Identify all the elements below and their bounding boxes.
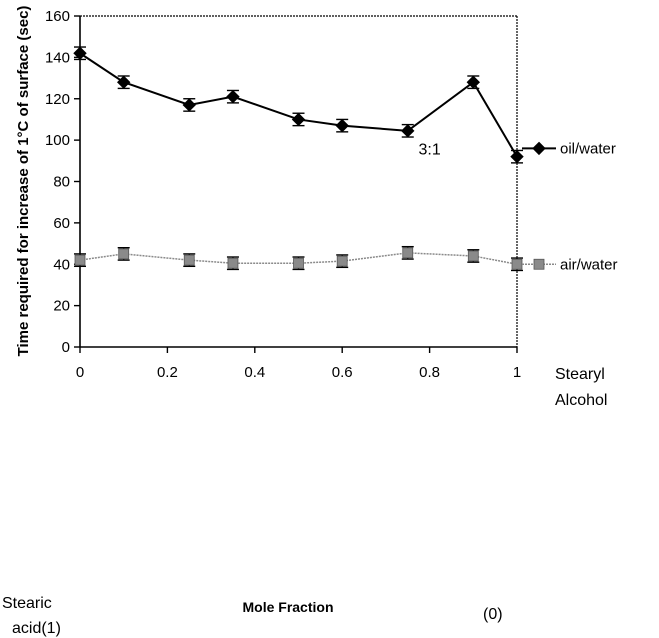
y-axis-label: Time required for increase of 1°C of sur…: [15, 6, 32, 357]
x-tick-label: 0.6: [332, 364, 353, 381]
legend-marker-oil-water: [532, 141, 546, 156]
x-tick-label: 0.8: [419, 364, 440, 381]
stearic-label-line1: Stearic: [2, 595, 52, 612]
oil-water-point: [182, 98, 196, 112]
oil-water-point: [116, 75, 131, 89]
air-water-point: [118, 248, 130, 260]
x-tick-label: 1: [513, 364, 521, 381]
air-water-point: [402, 247, 414, 259]
series-layer: [73, 46, 524, 272]
oil-water-series: [73, 46, 524, 164]
air-water-point: [183, 254, 195, 266]
oil-water-point: [466, 75, 481, 89]
y-tick-label: 0: [62, 339, 70, 356]
oil-water-point: [401, 124, 415, 138]
air-water-point: [227, 257, 239, 269]
legend-marker-air-water: [533, 258, 545, 270]
y-tick-label: 60: [53, 215, 70, 232]
air-water-series: [74, 245, 523, 272]
air-water-point: [336, 255, 348, 267]
legend: oil/water air/water: [522, 140, 618, 273]
zero-fraction-label: (0): [483, 606, 503, 623]
air-water-point: [511, 258, 523, 270]
y-axis-ticks: 0 20 40 60 80 100 120 140 160: [45, 8, 80, 356]
oil-water-point: [291, 112, 306, 127]
oil-water-line: [79, 52, 518, 158]
stearic-label-line2: acid(1): [12, 620, 61, 637]
y-tick-label: 40: [53, 256, 70, 273]
oil-water-point: [73, 46, 87, 60]
oil-water-point: [335, 118, 349, 133]
x-axis-label: Mole Fraction: [242, 599, 333, 615]
oil-water-point: [226, 89, 240, 104]
y-tick-label: 80: [53, 174, 70, 191]
y-tick-label: 20: [53, 298, 70, 315]
legend-label-air-water: air/water: [560, 256, 618, 273]
y-tick-label: 120: [45, 91, 70, 108]
oil-water-point: [510, 149, 524, 164]
y-tick-label: 160: [45, 8, 70, 25]
annotations: 3:1: [418, 142, 440, 159]
y-tick-label: 140: [45, 49, 70, 66]
y-tick-label: 100: [45, 132, 70, 149]
x-tick-label: 0.2: [157, 364, 178, 381]
legend-label-oil-water: oil/water: [560, 140, 616, 157]
air-water-point: [293, 257, 304, 269]
x-axis-ticks: 0 0.2 0.4 0.6 0.8 1: [76, 347, 521, 381]
ratio-annotation: 3:1: [418, 142, 440, 159]
x-tick-label: 0: [76, 364, 84, 381]
air-water-point: [467, 250, 479, 262]
stearyl-label-line1: Stearyl: [555, 366, 605, 383]
air-water-point: [74, 254, 86, 266]
stearyl-label-line2: Alcohol: [555, 392, 607, 409]
x-tick-label: 0.4: [244, 364, 265, 381]
